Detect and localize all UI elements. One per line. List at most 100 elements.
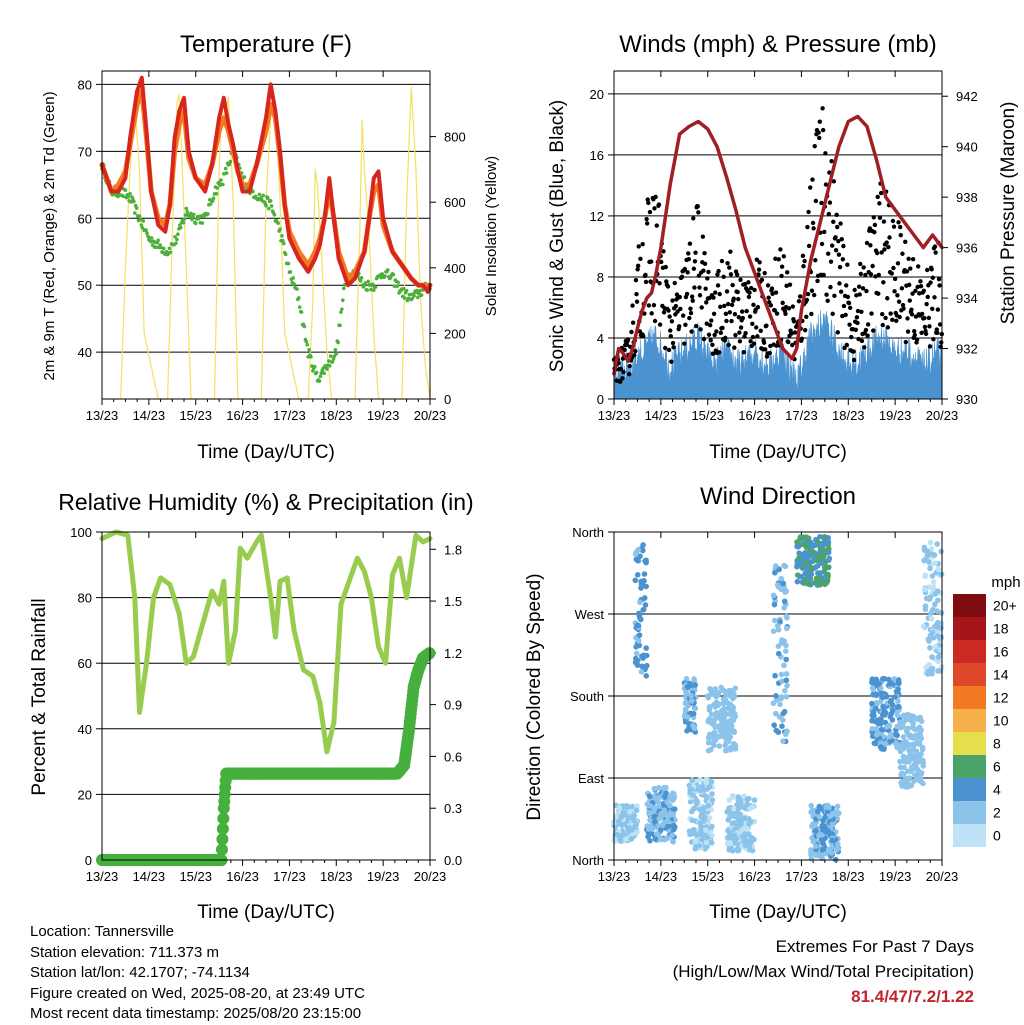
direction-point <box>809 823 815 830</box>
dewpoint-point <box>134 206 139 210</box>
direction-point <box>770 628 777 635</box>
direction-point <box>794 578 801 585</box>
direction-point <box>728 690 735 696</box>
direction-point <box>906 747 912 754</box>
humidity-y-right-tick-label: 1.2 <box>444 646 462 661</box>
direction-point <box>689 698 695 704</box>
precip-total-point <box>216 833 229 846</box>
direction-point <box>775 626 782 633</box>
humidity-x-tick-label: 16/23 <box>226 869 259 884</box>
gust-point <box>751 341 757 346</box>
precip-total-point <box>215 843 228 856</box>
gust-point <box>895 293 900 298</box>
direction-point <box>817 570 824 576</box>
direction-point <box>746 795 752 802</box>
gust-point <box>900 251 905 256</box>
gust-point <box>774 311 780 316</box>
dewpoint-point <box>396 280 400 285</box>
extremes-values: 81.4/47/7.2/1.22 <box>851 987 974 1006</box>
gust-point <box>900 302 906 308</box>
gust-point <box>755 334 760 339</box>
direction-point <box>623 835 630 842</box>
direction-point <box>781 708 788 715</box>
gust-point <box>887 235 892 240</box>
gust-point <box>709 318 714 323</box>
gust-point <box>865 322 871 327</box>
gust-point <box>692 285 697 290</box>
direction-point <box>834 845 841 852</box>
gust-point <box>851 357 857 363</box>
gust-point <box>677 324 682 329</box>
gust-point <box>878 190 884 196</box>
direction-point <box>783 625 790 632</box>
gust-point <box>663 264 668 270</box>
gust-point <box>719 258 725 264</box>
direction-frame <box>613 531 943 861</box>
direction-point <box>735 816 741 822</box>
direction-point <box>822 824 828 830</box>
gust-point <box>661 249 666 254</box>
gust-point <box>662 345 668 351</box>
dewpoint-point <box>251 189 255 194</box>
gust-point <box>915 284 920 290</box>
gust-point <box>702 261 708 267</box>
direction-point <box>705 694 712 701</box>
colorbar-label: 18 <box>993 621 1009 637</box>
gust-point <box>858 271 864 277</box>
gust-point <box>668 333 673 339</box>
direction-point <box>773 710 779 717</box>
temp-2m-line <box>100 75 432 294</box>
gust-point <box>832 293 837 299</box>
gust-point <box>825 298 830 304</box>
winds-y-right-tick-label: 930 <box>956 392 978 407</box>
direction-point <box>724 840 731 847</box>
dewpoint-point <box>162 246 166 251</box>
gust-point <box>912 329 917 334</box>
direction-point <box>655 784 662 791</box>
direction-point <box>923 664 929 671</box>
gust-point <box>935 307 941 312</box>
gust-point <box>904 269 910 274</box>
direction-point <box>704 786 711 792</box>
direction-point <box>779 723 785 730</box>
direction-point <box>727 813 733 819</box>
gust-point <box>937 283 942 288</box>
direction-x-tick-label: 17/23 <box>785 869 818 884</box>
direction-point <box>886 733 893 740</box>
direction-point <box>829 821 836 828</box>
humidity-y-right-tick-label: 0.3 <box>444 801 462 816</box>
direction-point <box>724 700 731 706</box>
dewpoint-point <box>408 292 413 297</box>
direction-point <box>810 838 816 845</box>
direction-point <box>783 677 790 684</box>
dewpoint-point <box>200 221 205 225</box>
dewpoint-point <box>276 221 280 225</box>
direction-point <box>782 687 788 694</box>
gust-point <box>729 318 734 324</box>
direction-point <box>814 808 821 815</box>
gust-point <box>634 291 639 297</box>
direction-point <box>807 548 813 554</box>
gust-point <box>784 270 790 275</box>
dewpoint-point <box>192 212 196 217</box>
gust-point <box>635 263 641 269</box>
temperature-ylabel-right: Solar Insolation (Yellow) <box>483 156 500 316</box>
direction-point <box>625 815 631 822</box>
winds-x-tick-label: 13/23 <box>598 408 631 423</box>
direction-point <box>812 827 819 834</box>
direction-point <box>930 579 937 585</box>
direction-point <box>628 836 635 842</box>
gust-point <box>844 283 849 288</box>
gust-point <box>646 303 652 308</box>
direction-point <box>737 811 744 818</box>
gust-point <box>720 325 725 331</box>
temperature-y-tick-label: 40 <box>78 345 92 360</box>
humidity-y-right-tick-label: 1.5 <box>444 594 462 609</box>
direction-point <box>703 779 710 786</box>
dewpoint-point <box>133 211 137 215</box>
gust-point <box>838 289 844 294</box>
dewpoint-point <box>173 235 177 239</box>
gust-point <box>704 321 709 326</box>
direction-point <box>716 724 723 731</box>
